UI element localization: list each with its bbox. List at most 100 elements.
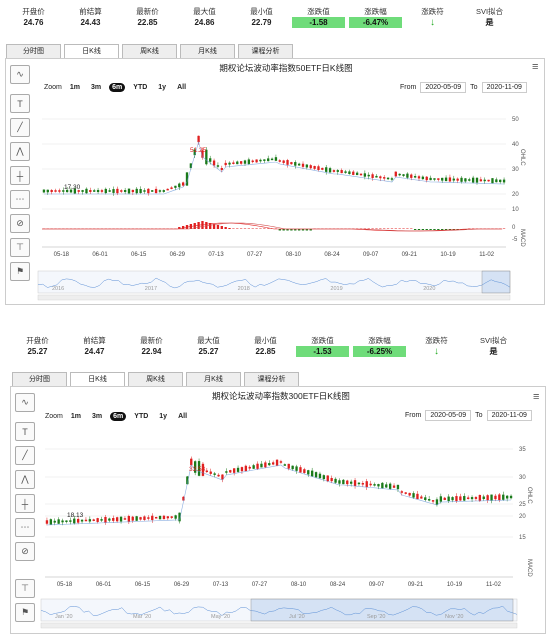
candle [433, 178, 436, 180]
zoom-ytd-button[interactable]: YTD [134, 413, 149, 420]
candle [259, 159, 262, 162]
zoom-ytd-button[interactable]: YTD [133, 84, 148, 91]
macd-bar [367, 228, 370, 229]
candle [375, 175, 378, 178]
flag-tool-icon[interactable]: ⚑ [15, 603, 35, 622]
line-tool-icon[interactable]: ╱ [10, 118, 30, 137]
crosshair-tool-icon[interactable]: ┼ [15, 494, 35, 513]
candle [229, 470, 232, 473]
stat-2: 最新价 22.85 [119, 6, 176, 28]
zoom-3m-button[interactable]: 3m [91, 84, 102, 91]
tab-2[interactable]: 周K线 [128, 372, 183, 387]
zoom-6m-button[interactable]: 6m [110, 412, 127, 421]
zoom-3m-button[interactable]: 3m [92, 413, 103, 420]
candle [96, 189, 100, 193]
grid-tool-icon[interactable]: ⋯ [15, 518, 35, 537]
candle [100, 190, 104, 192]
candle [388, 483, 392, 489]
flag-tool-icon[interactable]: ⚑ [10, 262, 30, 281]
zoom-1y-button[interactable]: 1y [159, 413, 168, 420]
navigator-label: May '20 [211, 614, 230, 620]
moving-average-line [46, 464, 512, 526]
top-candlestick-chart: 50 40 30 20 10 OHLC 0 -5 MACD 05-18 06-01 06-15 06-2… [37, 117, 525, 301]
path-tool-icon[interactable]: ⋀ [15, 470, 35, 489]
from-date-input[interactable]: 2020-05-09 [425, 410, 472, 421]
candle [108, 190, 111, 192]
zoom-1y-button[interactable]: 1y [158, 84, 167, 91]
macd-bar [286, 229, 289, 231]
macd-bar [425, 229, 428, 230]
zoom-all-button[interactable]: All [177, 84, 187, 91]
zoom-all-button[interactable]: All [178, 413, 188, 420]
candle [185, 172, 189, 186]
navigator-scrollbar[interactable] [40, 622, 518, 629]
candle [120, 190, 123, 192]
candle [46, 189, 49, 193]
candle [116, 188, 119, 194]
candle [139, 517, 142, 520]
candle [151, 190, 154, 192]
measure-tool-icon[interactable]: ⊤ [10, 238, 30, 257]
zoom-1m-button[interactable]: 1m [69, 84, 81, 91]
candle [470, 497, 474, 500]
tab-1[interactable]: 日K线 [64, 44, 119, 59]
stat-7: 涨跌符 ↓ [408, 335, 465, 357]
to-date-input[interactable]: 2020-11-09 [481, 82, 527, 93]
navigator-scrollbar[interactable] [37, 294, 511, 301]
macd-tick-label: 0 [512, 225, 516, 231]
menu-icon[interactable]: ≡ [533, 391, 540, 403]
candle [377, 484, 380, 487]
candle [209, 471, 212, 474]
candle [437, 178, 440, 180]
candle [487, 179, 490, 182]
x-tick-label: 08-24 [324, 252, 340, 258]
candle [92, 519, 95, 521]
candle [166, 516, 170, 519]
measure-tool-icon[interactable]: ⊤ [15, 579, 35, 598]
candle [509, 495, 513, 499]
stat-1: 前结算 24.43 [62, 6, 119, 28]
macd-bar [181, 226, 185, 229]
candle [170, 516, 173, 518]
candle [452, 178, 455, 181]
zoom-6m-button[interactable]: 6m [109, 83, 126, 92]
stat-label: 最新价 [136, 7, 159, 16]
text-tool-icon[interactable]: T [15, 422, 35, 441]
tab-3[interactable]: 月K线 [186, 372, 241, 387]
candle [357, 482, 361, 485]
candle [62, 190, 65, 192]
trend-tool-icon[interactable]: ∿ [15, 393, 35, 412]
to-date-input[interactable]: 2020-11-09 [486, 410, 532, 421]
trend-tool-icon[interactable]: ∿ [10, 65, 30, 84]
tab-4[interactable]: 课程分析 [244, 372, 299, 387]
candle [303, 469, 306, 473]
from-date-input[interactable]: 2020-05-09 [420, 82, 467, 93]
candle [247, 159, 251, 164]
candle [346, 480, 349, 485]
tab-2[interactable]: 周K线 [122, 44, 177, 59]
tab-0[interactable]: 分时图 [12, 372, 67, 387]
bottom-toolbar: ∿ T ╱ ⋀ ┼ ⋯ ⊘ ⊤ ⚑ [15, 393, 41, 627]
candle [394, 171, 397, 177]
tab-0[interactable]: 分时图 [6, 44, 61, 59]
macd-bar [386, 228, 390, 229]
menu-icon[interactable]: ≡ [532, 61, 539, 73]
tab-1[interactable]: 日K线 [70, 372, 125, 387]
zoom-1m-button[interactable]: 1m [70, 413, 82, 420]
text-tool-icon[interactable]: T [10, 94, 30, 113]
crosshair-tool-icon[interactable]: ┼ [10, 166, 30, 185]
hide-tool-icon[interactable]: ⊘ [15, 542, 35, 561]
navigator-label: 2017 [145, 286, 157, 292]
path-tool-icon[interactable]: ⋀ [10, 142, 30, 161]
tab-4[interactable]: 课程分析 [238, 44, 293, 59]
candle [89, 189, 92, 193]
tab-3[interactable]: 月K线 [180, 44, 235, 59]
candle [54, 190, 57, 192]
grid-tool-icon[interactable]: ⋯ [10, 190, 30, 209]
stat-value: -6.25% [353, 346, 406, 357]
hide-tool-icon[interactable]: ⊘ [10, 214, 30, 233]
x-tick-label: 10-19 [447, 582, 463, 588]
candle [412, 493, 415, 498]
moving-average-line [43, 140, 505, 195]
line-tool-icon[interactable]: ╱ [15, 446, 35, 465]
